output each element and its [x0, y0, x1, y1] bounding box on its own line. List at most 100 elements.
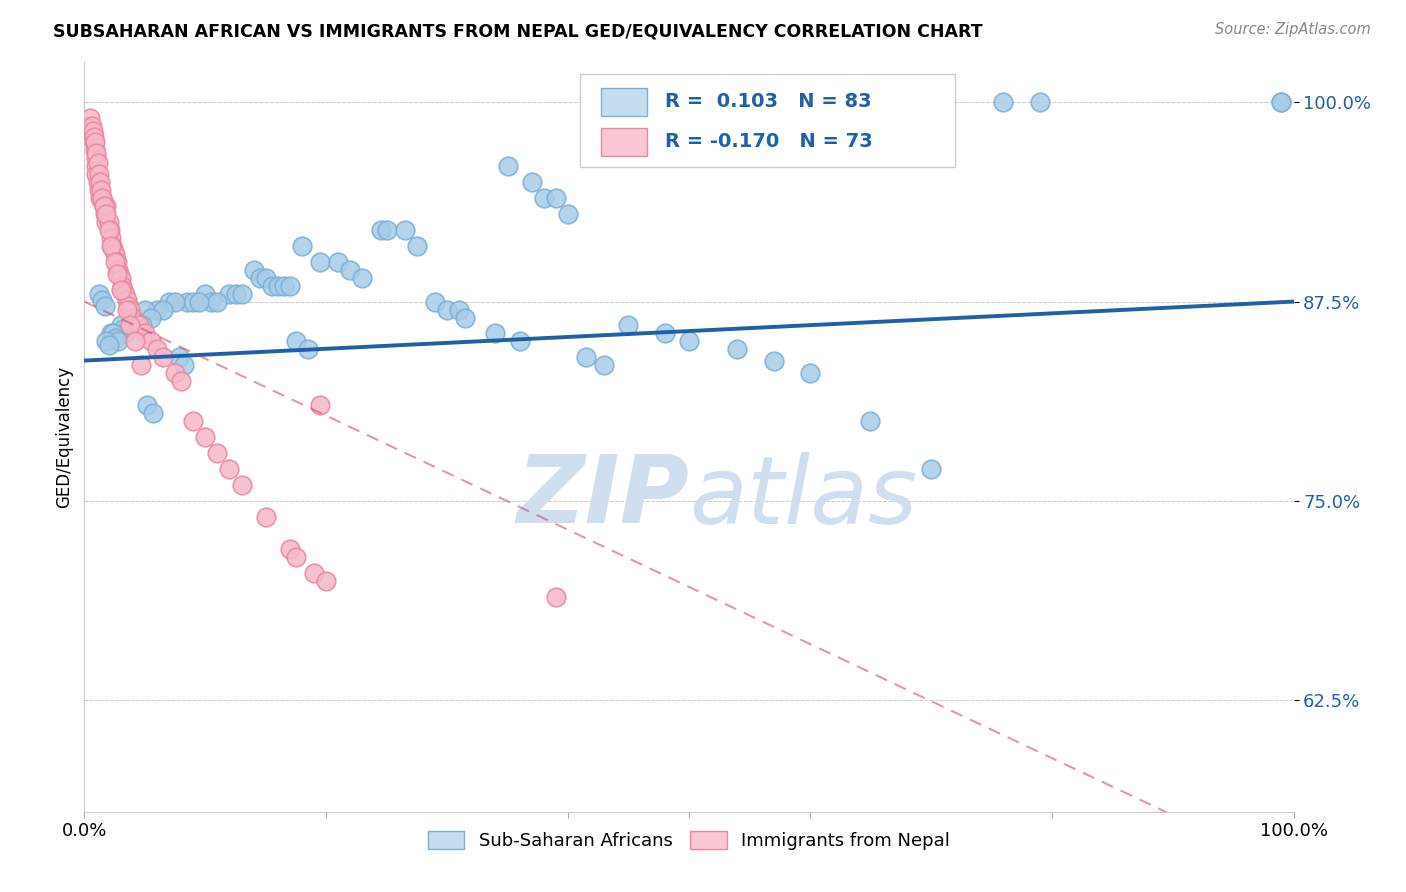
Point: [339, 262, 361, 277]
Point: [86, 151, 108, 165]
Point: [484, 326, 506, 341]
Point: [103, 326, 125, 341]
Text: atlas: atlas: [689, 451, 917, 542]
Point: [273, 278, 295, 293]
Point: [94, 299, 117, 313]
Point: [110, 270, 132, 285]
Point: [352, 270, 374, 285]
Point: [1270, 95, 1292, 110]
Point: [120, 318, 142, 333]
Point: [188, 294, 211, 309]
Point: [173, 359, 195, 373]
Text: Source: ZipAtlas.com: Source: ZipAtlas.com: [1215, 22, 1371, 37]
Point: [194, 286, 217, 301]
Point: [87, 167, 110, 181]
Point: [82, 124, 104, 138]
Point: [128, 318, 150, 333]
Point: [267, 278, 290, 293]
Point: [799, 367, 821, 381]
Point: [165, 367, 187, 381]
Point: [139, 334, 162, 349]
Point: [105, 268, 128, 282]
Point: [617, 318, 640, 333]
Point: [110, 318, 132, 333]
Point: [86, 175, 108, 189]
Point: [231, 478, 253, 492]
Point: [104, 254, 127, 268]
Text: R = -0.170   N = 73: R = -0.170 N = 73: [665, 132, 873, 151]
Point: [170, 374, 193, 388]
Point: [103, 242, 125, 256]
Point: [920, 462, 942, 476]
Point: [98, 223, 121, 237]
Point: [87, 183, 110, 197]
Point: [121, 310, 143, 325]
Point: [278, 541, 301, 556]
Point: [84, 143, 107, 157]
Point: [454, 310, 477, 325]
Point: [100, 231, 122, 245]
Point: [181, 414, 204, 428]
FancyBboxPatch shape: [600, 128, 647, 156]
Point: [86, 159, 108, 173]
Point: [406, 239, 429, 253]
Point: [993, 95, 1015, 110]
Text: R =  0.103   N = 83: R = 0.103 N = 83: [665, 92, 872, 111]
Point: [302, 566, 325, 580]
Point: [449, 302, 471, 317]
Point: [575, 351, 598, 365]
Point: [86, 156, 108, 170]
Point: [544, 590, 567, 604]
Point: [142, 406, 165, 420]
Point: [181, 294, 204, 309]
Point: [104, 246, 127, 260]
Text: SUBSAHARAN AFRICAN VS IMMIGRANTS FROM NEPAL GED/EQUIVALENCY CORRELATION CHART: SUBSAHARAN AFRICAN VS IMMIGRANTS FROM NE…: [53, 22, 983, 40]
Point: [91, 191, 114, 205]
Point: [105, 254, 128, 268]
Point: [128, 318, 150, 333]
Point: [375, 223, 398, 237]
FancyBboxPatch shape: [581, 74, 955, 168]
Point: [82, 127, 104, 141]
Point: [115, 302, 138, 317]
Point: [1028, 95, 1050, 110]
Point: [207, 294, 229, 309]
Point: [139, 310, 162, 325]
Point: [436, 302, 458, 317]
Point: [165, 294, 187, 309]
Point: [101, 239, 124, 253]
Point: [225, 286, 247, 301]
Point: [89, 175, 111, 189]
Point: [520, 175, 543, 189]
Point: [108, 268, 131, 282]
Point: [93, 199, 115, 213]
Point: [762, 353, 785, 368]
Point: [134, 302, 156, 317]
Point: [86, 146, 108, 161]
Point: [207, 446, 229, 460]
Point: [93, 199, 115, 213]
Legend: Sub-Saharan Africans, Immigrants from Nepal: Sub-Saharan Africans, Immigrants from Ne…: [419, 822, 959, 859]
Point: [167, 351, 190, 365]
Point: [678, 334, 700, 349]
Point: [242, 262, 264, 277]
Point: [496, 159, 519, 173]
Point: [97, 215, 120, 229]
Point: [87, 286, 110, 301]
Point: [79, 112, 101, 126]
Point: [1270, 95, 1292, 110]
Point: [90, 183, 112, 197]
Point: [115, 293, 138, 307]
Point: [111, 278, 134, 293]
Point: [218, 462, 240, 476]
Point: [200, 294, 222, 309]
Point: [328, 254, 350, 268]
Point: [254, 509, 277, 524]
Point: [859, 414, 882, 428]
FancyBboxPatch shape: [600, 88, 647, 116]
Point: [100, 326, 122, 341]
Point: [249, 270, 271, 285]
Point: [218, 286, 240, 301]
Point: [260, 278, 283, 293]
Point: [94, 215, 117, 229]
